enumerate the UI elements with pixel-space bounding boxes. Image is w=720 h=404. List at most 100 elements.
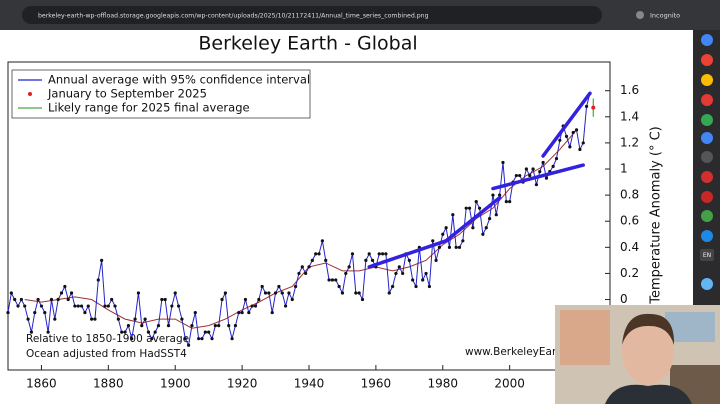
browser-bar: berkeley-earth-wp-offload.storage.google…	[0, 0, 720, 30]
annual-point	[263, 291, 268, 295]
annual-point	[451, 213, 455, 217]
webcam-face	[622, 319, 674, 385]
annual-point	[344, 271, 348, 276]
annual-point	[253, 304, 258, 308]
annual-point	[324, 258, 328, 262]
annual-point	[467, 206, 472, 210]
annual-point	[531, 167, 535, 171]
annual-point	[233, 324, 238, 328]
annual-point	[294, 284, 298, 289]
annual-point	[19, 297, 23, 302]
annual-point	[564, 134, 569, 138]
y-tick-label: 0	[620, 292, 628, 306]
annual-point	[568, 145, 572, 149]
annual-point	[501, 160, 505, 165]
annual-point	[76, 304, 80, 308]
annual-point	[464, 206, 468, 210]
annual-point	[297, 271, 301, 276]
icon[interactable]	[701, 191, 713, 203]
icon[interactable]	[701, 230, 713, 242]
x-tick-label: 1980	[428, 377, 459, 391]
annual-point	[447, 245, 452, 249]
annual-point	[110, 297, 114, 302]
icon[interactable]	[701, 278, 713, 290]
annual-point	[66, 297, 70, 302]
annual-point	[347, 265, 351, 269]
icon[interactable]	[701, 132, 713, 144]
annual-point	[230, 337, 234, 341]
annual-point	[217, 324, 221, 328]
annual-point	[367, 252, 371, 256]
ytd-point	[591, 105, 596, 110]
annual-point	[471, 226, 475, 230]
icon[interactable]	[700, 249, 714, 261]
annual-point	[444, 226, 448, 230]
annual-point	[558, 138, 562, 142]
icon[interactable]	[701, 114, 713, 126]
icon[interactable]	[701, 151, 713, 163]
annual-point	[180, 317, 184, 321]
icon[interactable]	[701, 34, 713, 46]
annual-point	[23, 304, 27, 308]
annual-point	[243, 297, 248, 302]
legend-label: January to September 2025	[47, 87, 207, 101]
annual-point	[16, 304, 20, 308]
legend-label: Likely range for 2025 final average	[48, 101, 250, 115]
x-tick-label: 2000	[494, 377, 525, 391]
annual-point	[260, 284, 264, 289]
annual-point	[197, 337, 201, 341]
annual-point	[280, 291, 284, 295]
annual-point	[6, 310, 10, 315]
annual-point	[190, 324, 194, 328]
trend-line	[444, 195, 502, 243]
annual-point	[237, 310, 241, 315]
annual-point	[380, 252, 385, 256]
icon[interactable]	[701, 171, 713, 183]
annual-point	[9, 291, 13, 295]
annual-point	[210, 337, 214, 341]
annual-point	[494, 213, 498, 217]
icon[interactable]	[701, 74, 713, 86]
annual-point	[113, 304, 117, 308]
chart-title: Berkeley Earth - Global	[198, 33, 417, 55]
annual-point	[524, 167, 528, 171]
annual-point	[123, 330, 127, 334]
legend-label: Annual average with 95% confidence inter…	[48, 73, 310, 87]
annual-point	[26, 317, 30, 321]
y-tick-label: 1.4	[620, 109, 639, 123]
icon[interactable]	[701, 54, 713, 66]
annual-point	[574, 128, 579, 132]
trend-line	[491, 163, 585, 191]
chart: Berkeley Earth - Global Temperature Anom…	[6, 33, 664, 391]
x-tick-label: 1960	[361, 377, 392, 391]
annual-point	[334, 278, 338, 282]
annual-point	[584, 104, 589, 108]
annual-point	[397, 265, 401, 269]
annual-point	[207, 330, 211, 334]
annual-point	[554, 156, 559, 161]
x-tick-label: 1920	[227, 377, 258, 391]
icon[interactable]	[701, 94, 713, 106]
annual-point	[100, 258, 104, 262]
annual-point	[120, 330, 124, 334]
annual-point	[33, 310, 37, 315]
annual-point	[200, 337, 204, 341]
annual-point	[514, 173, 518, 178]
annual-point	[544, 176, 549, 180]
annotation: Ocean adjusted from HadSST4	[26, 348, 187, 360]
annual-point	[290, 297, 294, 302]
annual-point	[150, 337, 154, 341]
annual-point	[461, 239, 465, 243]
webcam-hair	[622, 313, 675, 345]
annual-point	[277, 284, 281, 289]
annual-point	[384, 252, 388, 256]
annual-point	[29, 330, 34, 334]
annual-point	[427, 284, 431, 289]
annual-point	[106, 304, 110, 308]
address-bar[interactable]	[22, 6, 602, 24]
annual-point	[166, 324, 171, 328]
webcam-wall-art	[560, 310, 610, 365]
annual-point	[394, 271, 398, 276]
icon[interactable]	[701, 210, 713, 222]
